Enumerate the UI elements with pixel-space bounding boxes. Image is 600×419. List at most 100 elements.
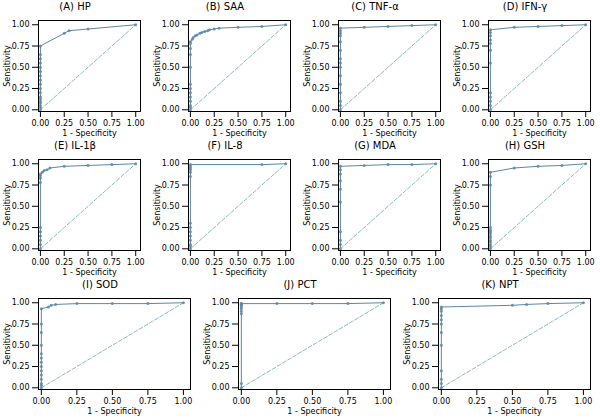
svg-text:0.75: 0.75 [12, 320, 30, 329]
svg-text:1.00: 1.00 [427, 119, 445, 128]
svg-text:Sensitivity: Sensitivity [203, 323, 212, 365]
svg-text:Sensitivity: Sensitivity [3, 184, 12, 226]
svg-text:0.75: 0.75 [462, 42, 480, 51]
svg-text:Sensitivity: Sensitivity [453, 45, 462, 87]
svg-text:0.00: 0.00 [412, 383, 430, 392]
svg-text:0.75: 0.75 [103, 119, 121, 128]
svg-text:Sensitivity: Sensitivity [303, 184, 312, 226]
svg-text:0.25: 0.25 [162, 84, 180, 93]
svg-text:Sensitivity: Sensitivity [3, 45, 12, 87]
svg-text:0.50: 0.50 [12, 202, 30, 211]
svg-text:0.25: 0.25 [205, 258, 223, 267]
svg-text:0.50: 0.50 [103, 397, 121, 406]
svg-text:0.50: 0.50 [162, 202, 180, 211]
svg-text:0.00: 0.00 [182, 258, 200, 267]
svg-text:0.50: 0.50 [162, 63, 180, 72]
svg-text:0.25: 0.25 [55, 119, 73, 128]
svg-text:0.00: 0.00 [312, 105, 330, 114]
svg-text:0.25: 0.25 [312, 223, 330, 232]
svg-text:0.00: 0.00 [32, 119, 50, 128]
svg-text:0.00: 0.00 [232, 397, 250, 406]
svg-text:0.50: 0.50 [303, 397, 321, 406]
svg-text:0.50: 0.50 [503, 397, 521, 406]
svg-text:1.00: 1.00 [12, 298, 30, 307]
svg-text:0.75: 0.75 [312, 42, 330, 51]
svg-text:0.75: 0.75 [539, 397, 557, 406]
svg-text:0.00: 0.00 [312, 244, 330, 253]
svg-text:1 - Specificity: 1 - Specificity [362, 129, 417, 138]
svg-text:0.00: 0.00 [32, 397, 50, 406]
svg-text:0.25: 0.25 [462, 84, 480, 93]
svg-text:1.00: 1.00 [162, 159, 180, 168]
svg-text:0.25: 0.25 [312, 84, 330, 93]
svg-text:1.00: 1.00 [312, 20, 330, 29]
svg-text:0.00: 0.00 [162, 105, 180, 114]
svg-text:0.75: 0.75 [212, 320, 230, 329]
svg-text:0.25: 0.25 [505, 258, 523, 267]
svg-text:Sensitivity: Sensitivity [153, 184, 162, 226]
svg-text:0.75: 0.75 [403, 119, 421, 128]
svg-text:1.00: 1.00 [577, 258, 595, 267]
svg-text:0.75: 0.75 [162, 181, 180, 190]
svg-text:1.00: 1.00 [162, 20, 180, 29]
svg-text:Sensitivity: Sensitivity [403, 323, 412, 365]
svg-text:1 - Specificity: 1 - Specificity [62, 129, 117, 138]
svg-text:0.50: 0.50 [412, 341, 430, 350]
svg-text:0.00: 0.00 [462, 105, 480, 114]
svg-text:0.25: 0.25 [268, 397, 286, 406]
svg-text:1.00: 1.00 [312, 159, 330, 168]
svg-text:0.75: 0.75 [553, 258, 571, 267]
svg-text:0.50: 0.50 [229, 258, 247, 267]
svg-text:0.50: 0.50 [529, 258, 547, 267]
svg-text:0.75: 0.75 [312, 181, 330, 190]
svg-text:1 - Specificity: 1 - Specificity [487, 407, 542, 416]
svg-text:1.00: 1.00 [12, 159, 30, 168]
svg-text:0.75: 0.75 [412, 320, 430, 329]
svg-text:0.50: 0.50 [379, 258, 397, 267]
svg-text:0.50: 0.50 [79, 119, 97, 128]
svg-text:0.00: 0.00 [482, 119, 500, 128]
svg-text:0.25: 0.25 [212, 362, 230, 371]
svg-text:1.00: 1.00 [577, 119, 595, 128]
svg-text:1 - Specificity: 1 - Specificity [62, 268, 117, 277]
svg-text:Sensitivity: Sensitivity [3, 323, 12, 365]
svg-text:0.00: 0.00 [432, 397, 450, 406]
svg-text:0.00: 0.00 [12, 105, 30, 114]
svg-text:0.75: 0.75 [253, 258, 271, 267]
svg-text:0.50: 0.50 [462, 202, 480, 211]
svg-text:Sensitivity: Sensitivity [153, 45, 162, 87]
svg-text:0.50: 0.50 [462, 63, 480, 72]
svg-text:1.00: 1.00 [462, 20, 480, 29]
svg-text:0.50: 0.50 [312, 202, 330, 211]
svg-text:0.75: 0.75 [162, 42, 180, 51]
svg-text:0.75: 0.75 [253, 119, 271, 128]
svg-text:1 - Specificity: 1 - Specificity [362, 268, 417, 277]
svg-text:1 - Specificity: 1 - Specificity [87, 407, 142, 416]
svg-text:0.25: 0.25 [12, 223, 30, 232]
svg-text:0.25: 0.25 [12, 84, 30, 93]
svg-text:1.00: 1.00 [412, 298, 430, 307]
svg-text:0.00: 0.00 [12, 383, 30, 392]
svg-text:Sensitivity: Sensitivity [453, 184, 462, 226]
svg-text:0.00: 0.00 [32, 258, 50, 267]
svg-text:0.00: 0.00 [12, 244, 30, 253]
svg-text:0.00: 0.00 [212, 383, 230, 392]
svg-text:0.75: 0.75 [139, 397, 157, 406]
svg-text:0.25: 0.25 [355, 119, 373, 128]
svg-text:1.00: 1.00 [374, 397, 392, 406]
svg-text:0.25: 0.25 [68, 397, 86, 406]
svg-text:0.00: 0.00 [162, 244, 180, 253]
svg-text:1.00: 1.00 [427, 258, 445, 267]
svg-text:0.00: 0.00 [462, 244, 480, 253]
svg-text:1 - Specificity: 1 - Specificity [212, 129, 267, 138]
svg-text:1 - Specificity: 1 - Specificity [512, 268, 567, 277]
svg-text:0.25: 0.25 [468, 397, 486, 406]
svg-text:0.50: 0.50 [12, 341, 30, 350]
svg-text:0.25: 0.25 [355, 258, 373, 267]
svg-text:1.00: 1.00 [12, 20, 30, 29]
svg-text:Sensitivity: Sensitivity [303, 45, 312, 87]
svg-text:0.75: 0.75 [12, 181, 30, 190]
svg-text:0.25: 0.25 [12, 362, 30, 371]
svg-text:1.00: 1.00 [277, 258, 295, 267]
svg-text:0.50: 0.50 [379, 119, 397, 128]
